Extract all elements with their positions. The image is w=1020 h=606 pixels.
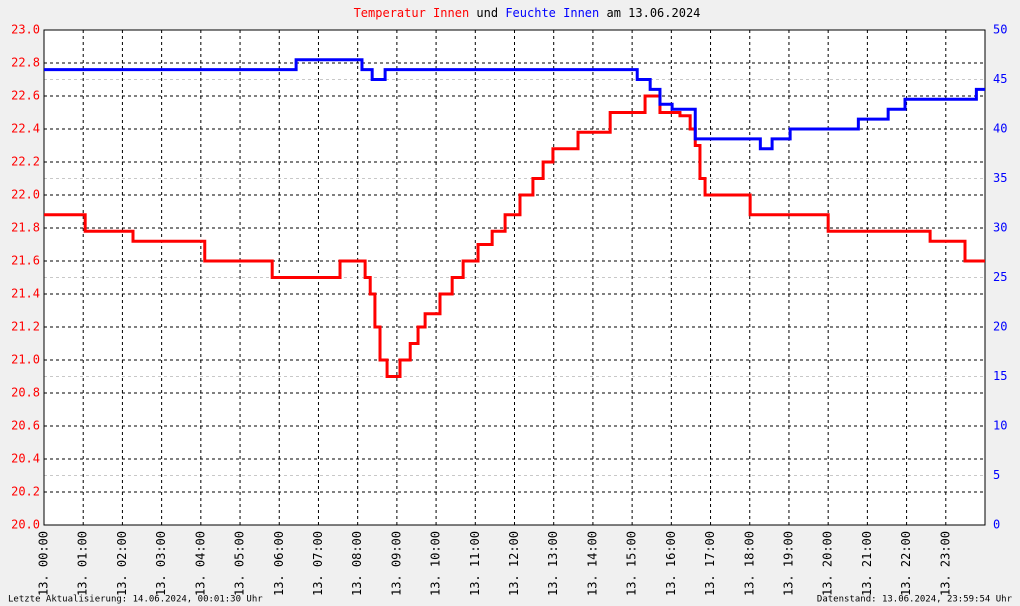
y-tick-label: 21.6	[11, 254, 40, 268]
y2-tick-label: 25	[993, 270, 1007, 284]
y-tick-label: 20.4	[11, 452, 40, 466]
x-tick-label: 13. 13:00	[546, 531, 560, 596]
title-series-2: Feuchte Innen	[505, 6, 599, 20]
x-tick-label: 13. 15:00	[625, 531, 639, 596]
series-line	[44, 58, 985, 151]
y-tick-label: 22.6	[11, 89, 40, 103]
y2-tick-label: 15	[993, 369, 1007, 383]
x-tick-label: 13. 21:00	[860, 531, 874, 596]
x-tick-label: 13. 20:00	[821, 531, 835, 596]
footer-right: Datenstand: 13.06.2024, 23:59:54 Uhr	[817, 595, 1013, 605]
x-tick-label: 13. 04:00	[193, 531, 207, 596]
y-tick-label: 21.0	[11, 353, 40, 367]
y-tick-label: 22.8	[11, 56, 40, 70]
x-tick-label: 13. 09:00	[389, 531, 403, 596]
y-tick-label: 20.8	[11, 386, 40, 400]
y-tick-label: 20.0	[11, 518, 40, 532]
chart-title: Temperatur Innen und Feuchte Innen am 13…	[354, 6, 701, 20]
y2-tick-label: 10	[993, 419, 1007, 433]
y-tick-label: 23.0	[11, 23, 40, 37]
x-tick-label: 13. 02:00	[115, 531, 129, 596]
x-tick-label: 13. 01:00	[76, 531, 90, 596]
y2-tick-label: 30	[993, 221, 1007, 235]
plot-border	[43, 29, 986, 526]
y-tick-label: 20.2	[11, 485, 40, 499]
y2-tick-label: 40	[993, 122, 1007, 136]
y-tick-label: 21.8	[11, 221, 40, 235]
x-tick-label: 13. 18:00	[742, 531, 756, 596]
y-tick-label: 22.2	[11, 155, 40, 169]
x-tick-label: 13. 19:00	[781, 531, 795, 596]
y2-tick-label: 5	[993, 468, 1000, 482]
y-tick-label: 21.2	[11, 320, 40, 334]
x-tick-label: 13. 12:00	[507, 531, 521, 596]
y-tick-label: 22.0	[11, 188, 40, 202]
x-tick-label: 13. 00:00	[37, 531, 51, 596]
y2-tick-label: 0	[993, 518, 1000, 532]
y-tick-label: 22.4	[11, 122, 40, 136]
y2-tick-label: 50	[993, 23, 1007, 37]
y2-tick-label: 35	[993, 171, 1007, 185]
x-tick-label: 13. 11:00	[468, 531, 482, 596]
x-tick-label: 13. 05:00	[233, 531, 247, 596]
y2-tick-label: 20	[993, 320, 1007, 334]
x-tick-label: 13. 14:00	[585, 531, 599, 596]
x-tick-label: 13. 08:00	[350, 531, 364, 596]
x-tick-label: 13. 06:00	[272, 531, 286, 596]
series-line	[44, 94, 985, 378]
x-tick-label: 13. 16:00	[664, 531, 678, 596]
x-tick-label: 13. 10:00	[429, 531, 443, 596]
y2-tick-label: 45	[993, 72, 1007, 86]
title-date: am 13.06.2024	[606, 6, 700, 20]
y-tick-label: 20.6	[11, 419, 40, 433]
x-tick-label: 13. 23:00	[938, 531, 952, 596]
title-series-1: Temperatur Innen	[354, 6, 470, 20]
x-tick-label: 13. 17:00	[703, 531, 717, 596]
title-connector: und	[476, 6, 498, 20]
x-tick-label: 13. 22:00	[899, 531, 913, 596]
x-tick-label: 13. 07:00	[311, 531, 325, 596]
x-tick-label: 13. 03:00	[154, 531, 168, 596]
footer-left: Letzte Aktualisierung: 14.06.2024, 00:01…	[8, 595, 263, 605]
y-tick-label: 21.4	[11, 287, 40, 301]
